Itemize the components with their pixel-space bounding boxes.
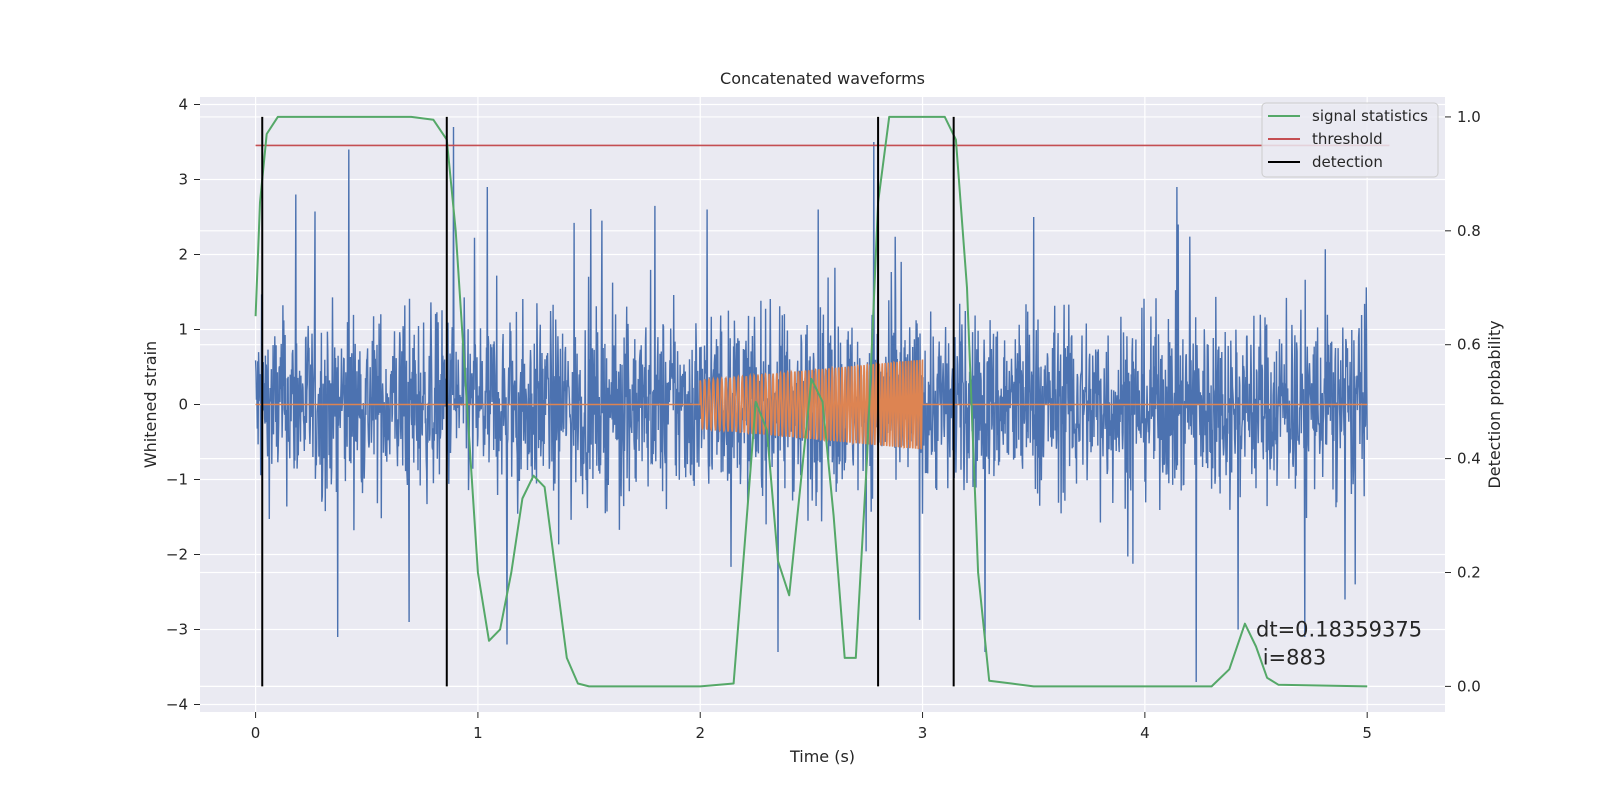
annotation-index: i=883 (1256, 646, 1326, 670)
y2-tick-label: 0.6 (1457, 336, 1481, 354)
x-tick-label: 3 (918, 724, 928, 742)
annotation: dt=0.18359375 i=883 (1256, 618, 1422, 670)
detection-overlay (254, 115, 1390, 688)
x-tick-label: 1 (473, 724, 483, 742)
y-tick-label: 4 (178, 96, 188, 114)
injection-line (255, 359, 1368, 450)
legend-label-signal-statistics: signal statistics (1312, 107, 1428, 125)
x-tick-label: 5 (1362, 724, 1372, 742)
x-tick-label: 0 (251, 724, 261, 742)
injection-series (255, 359, 1368, 450)
x-tick-label: 4 (1140, 724, 1150, 742)
ticks: 0 1 2 3 4 5 −4 −3 −2 −1 0 1 2 3 4 0.0 0.2 0.4 0.6 0.8 1.0 (166, 96, 1481, 743)
y-tick-label: −1 (166, 471, 188, 489)
legend: signal statistics threshold detection (1261, 102, 1439, 178)
y-tick-label: −4 (166, 696, 188, 714)
y-tick-label: 1 (178, 321, 188, 339)
y-tick-label: 3 (178, 171, 188, 189)
y-tick-label: 0 (178, 396, 188, 414)
y2-tick-label: 0.2 (1457, 563, 1481, 581)
legend-box (1261, 102, 1439, 178)
y-tick-label: 2 (178, 246, 188, 264)
y2-tick-label: 0.8 (1457, 222, 1481, 240)
y-axis-label: Whitened strain (141, 341, 160, 468)
legend-label-threshold: threshold (1312, 130, 1383, 148)
annotation-dt: dt=0.18359375 (1256, 618, 1422, 642)
y2-tick-label: 0.4 (1457, 450, 1481, 468)
x-axis-label: Time (s) (789, 747, 855, 766)
y-tick-label: −2 (166, 546, 188, 564)
x-tick-label: 2 (695, 724, 705, 742)
y-tick-label: −3 (166, 621, 188, 639)
y2-tick-label: 0.0 (1457, 677, 1481, 695)
chart-title: Concatenated waveforms (720, 69, 925, 88)
legend-label-detection: detection (1312, 153, 1383, 171)
y2-axis-label: Detection probability (1485, 320, 1504, 488)
signal-statistics-line (254, 115, 1368, 688)
y2-tick-label: 1.0 (1457, 108, 1481, 126)
